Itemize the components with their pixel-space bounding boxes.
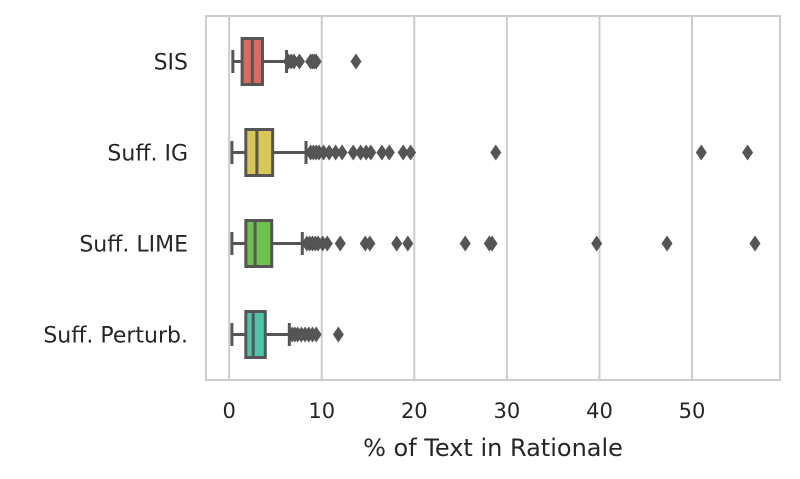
box-iqr bbox=[244, 219, 274, 268]
box-group bbox=[230, 310, 344, 359]
outlier-point bbox=[486, 235, 498, 252]
outlier-point bbox=[321, 235, 333, 252]
boxes-layer bbox=[230, 37, 761, 359]
outlier-point bbox=[334, 235, 346, 252]
box-group bbox=[230, 219, 761, 268]
outlier-point bbox=[391, 235, 403, 252]
outlier-point bbox=[310, 53, 322, 70]
grid-lines bbox=[228, 16, 694, 380]
box-group bbox=[231, 37, 362, 86]
outlier-point bbox=[695, 144, 707, 161]
outlier-point bbox=[742, 144, 754, 161]
category-label: Suff. IG bbox=[107, 142, 188, 167]
x-tick-labels: 0 10 20 30 40 50 bbox=[222, 399, 705, 423]
x-axis-label: % of Text in Rationale bbox=[363, 434, 623, 462]
category-label: Suff. Perturb. bbox=[43, 324, 188, 349]
outlier-point bbox=[350, 53, 362, 70]
plot-frame bbox=[205, 15, 781, 381]
outlier-point bbox=[383, 144, 395, 161]
outlier-point bbox=[591, 235, 603, 252]
outlier-point bbox=[310, 326, 322, 343]
outlier-point bbox=[336, 144, 348, 161]
x-tick-label: 30 bbox=[494, 399, 521, 423]
outlier-point bbox=[364, 235, 376, 252]
category-label: SIS bbox=[154, 51, 188, 76]
outlier-point bbox=[376, 144, 388, 161]
outlier-point bbox=[332, 326, 344, 343]
category-labels: SIS Suff. IG Suff. LIME Suff. Perturb. bbox=[43, 51, 188, 349]
x-tick-label: 40 bbox=[586, 399, 613, 423]
outlier-point bbox=[323, 144, 335, 161]
box-iqr bbox=[244, 310, 267, 359]
outlier-point bbox=[405, 144, 417, 161]
category-label: Suff. LIME bbox=[79, 233, 188, 258]
x-tick-label: 20 bbox=[401, 399, 428, 423]
x-tick-label: 0 bbox=[222, 399, 235, 423]
outlier-point bbox=[661, 235, 673, 252]
outlier-point bbox=[330, 144, 342, 161]
outlier-point bbox=[365, 144, 377, 161]
x-tick-label: 50 bbox=[679, 399, 706, 423]
outlier-point bbox=[347, 144, 359, 161]
outlier-point bbox=[402, 235, 414, 252]
outlier-point bbox=[397, 144, 409, 161]
outlier-point bbox=[294, 53, 306, 70]
box-group bbox=[230, 128, 754, 177]
box-iqr bbox=[244, 128, 275, 177]
outlier-point bbox=[749, 235, 761, 252]
outlier-point bbox=[459, 235, 471, 252]
x-tick-label: 10 bbox=[308, 399, 335, 423]
outlier-point bbox=[288, 53, 300, 70]
outlier-point bbox=[318, 144, 330, 161]
outlier-point bbox=[490, 144, 502, 161]
outlier-point bbox=[355, 144, 367, 161]
